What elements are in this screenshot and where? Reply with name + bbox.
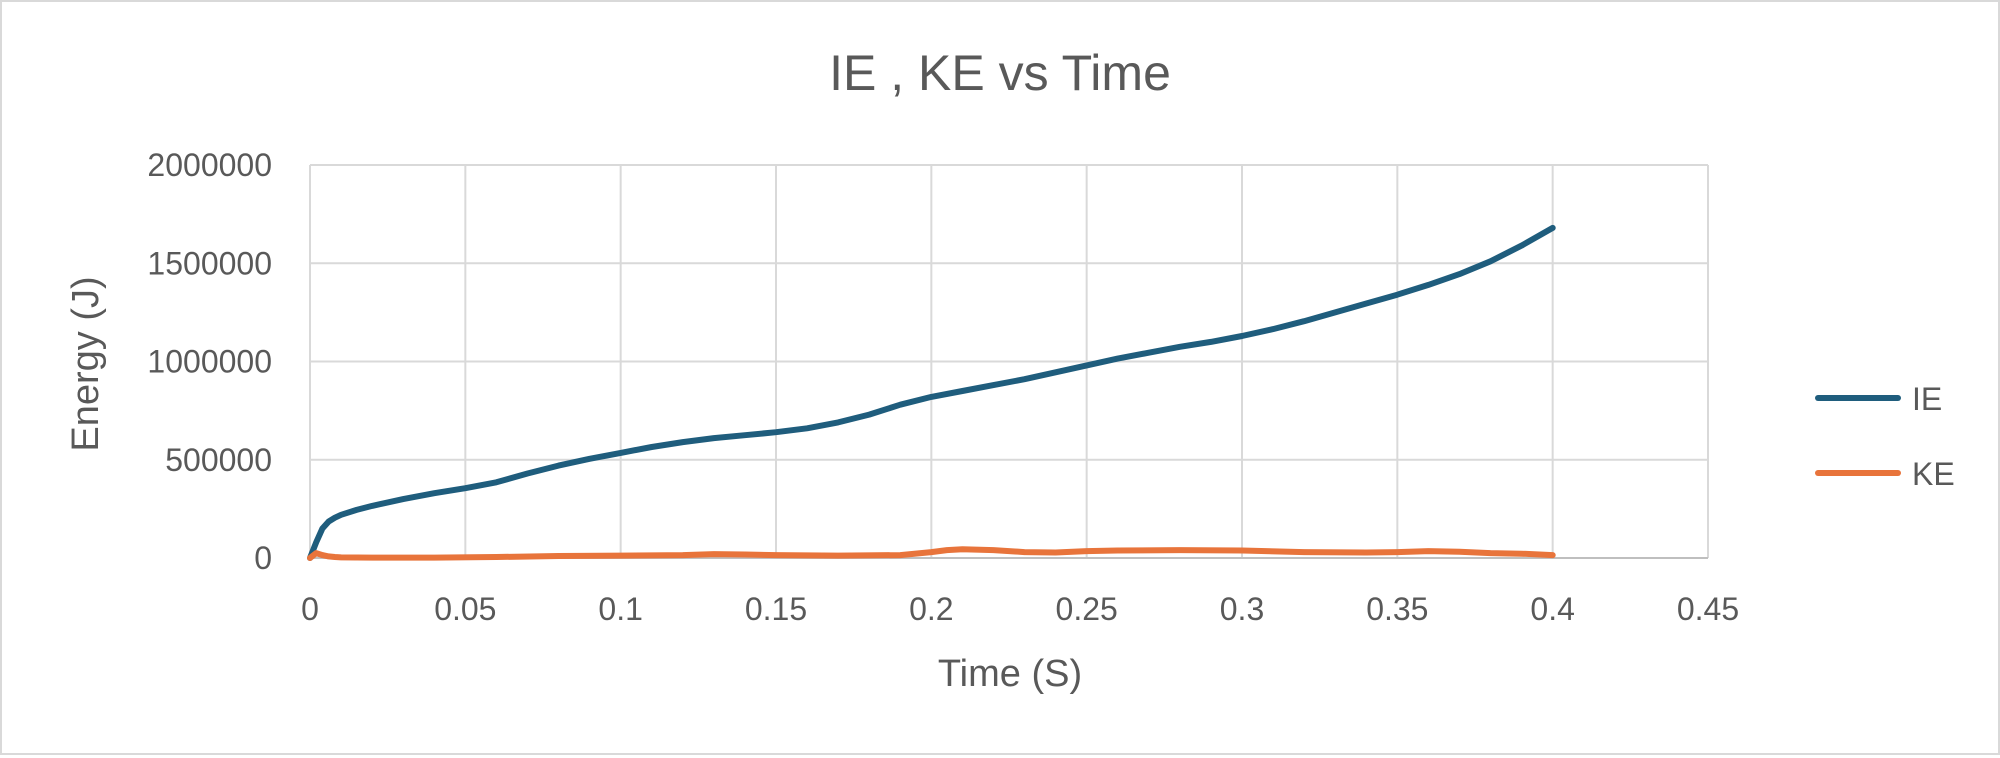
y-tick-label: 500000 <box>165 442 272 478</box>
x-tick-label: 0.2 <box>909 591 953 627</box>
x-tick-label: 0.25 <box>1056 591 1118 627</box>
x-tick-label: 0.4 <box>1530 591 1574 627</box>
series-lines <box>307 224 1556 561</box>
x-axis-title: Time (S) <box>938 653 1082 695</box>
y-axis-title: Energy (J) <box>65 276 107 451</box>
x-tick-label: 0.3 <box>1220 591 1264 627</box>
y-tick-label: 2000000 <box>147 147 272 183</box>
series-line-ke <box>307 546 1556 561</box>
y-tick-label: 1000000 <box>147 344 272 380</box>
legend: IE KE <box>1815 381 1955 492</box>
x-tick-label: 0.1 <box>598 591 642 627</box>
chart-title: IE , KE vs Time <box>829 45 1171 101</box>
series-line-ie <box>307 224 1556 561</box>
y-tick-label: 1500000 <box>147 245 272 281</box>
tick-labels: 0 0.05 0.1 0.15 0.2 0.25 0.3 0.35 0.4 0.45 0 500000… <box>147 147 1739 627</box>
x-tick-label: 0.45 <box>1677 591 1739 627</box>
x-tick-label: 0 <box>301 591 319 627</box>
grid-lines <box>310 164 1709 558</box>
x-tick-label: 0.05 <box>434 591 496 627</box>
x-tick-label: 0.35 <box>1366 591 1428 627</box>
legend-label-ie: IE <box>1912 381 1942 417</box>
y-tick-label: 0 <box>254 540 272 576</box>
x-tick-label: 0.15 <box>745 591 807 627</box>
legend-label-ke: KE <box>1912 456 1955 492</box>
